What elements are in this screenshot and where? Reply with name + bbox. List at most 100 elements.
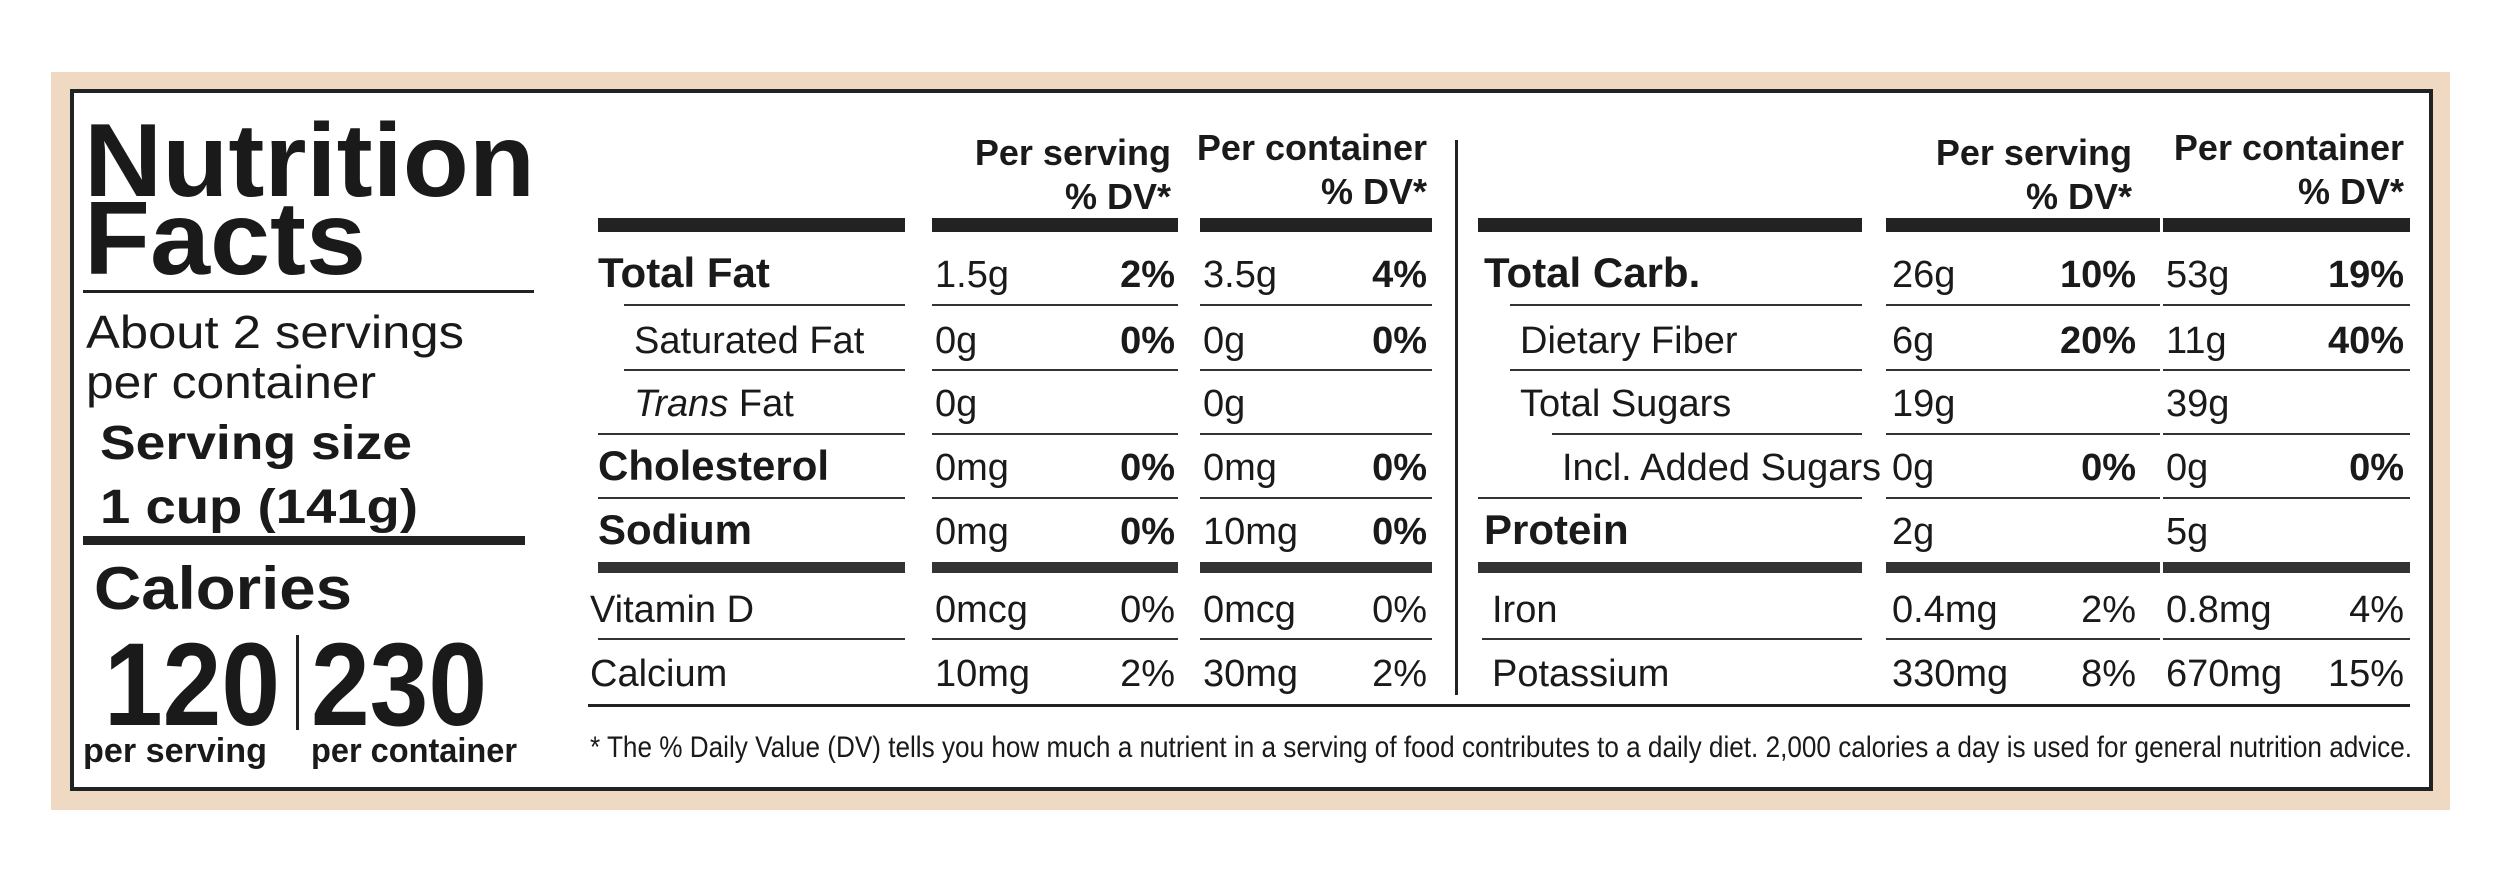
calories-unit: per serving xyxy=(83,732,267,770)
nutrient-tables: Per serving% DV*Per container% DV*Total … xyxy=(590,127,2410,695)
thick-divider xyxy=(2163,562,2410,573)
amount: 0g xyxy=(935,320,977,362)
servings-text: About 2 servings xyxy=(86,306,464,358)
nutrient-name: Cholesterol xyxy=(598,442,829,489)
daily-value: 19% xyxy=(2328,254,2404,296)
amount: 0mg xyxy=(935,511,1009,553)
row-divider xyxy=(1200,304,1432,306)
daily-value: 20% xyxy=(2060,320,2136,362)
amount: 0g xyxy=(2166,447,2208,489)
nutrient-name: Saturated Fat xyxy=(634,320,865,362)
column-header: % DV* xyxy=(2298,171,2404,212)
column-header: Per serving xyxy=(1936,132,2132,173)
nutrient-name: Vitamin D xyxy=(590,589,754,631)
nutrient-name-text: Total Sugars xyxy=(1520,383,1731,425)
amount: 330mg xyxy=(1892,653,2008,695)
row-divider xyxy=(1886,433,2160,435)
nutrient-name-text: Incl. Added Sugars xyxy=(1562,447,1881,489)
nutrient-name: Total Carb. xyxy=(1484,249,1700,296)
daily-value: 8% xyxy=(2081,653,2136,695)
column-header: % DV* xyxy=(1321,171,1427,212)
calories-unit: per container xyxy=(311,732,517,770)
header-bar xyxy=(1478,218,1862,232)
nutrient-name: Potassium xyxy=(1492,653,1669,695)
row-divider xyxy=(1886,497,2160,499)
nutrient-name-text: Dietary Fiber xyxy=(1520,320,1738,362)
column-header: % DV* xyxy=(2026,176,2132,217)
column-divider xyxy=(1455,140,1458,695)
title: Facts xyxy=(84,181,366,297)
row-divider xyxy=(2163,304,2410,306)
nutrient-name-text: Iron xyxy=(1492,589,1557,631)
calories-label: Calories xyxy=(94,555,352,622)
thick-divider xyxy=(1886,562,2160,573)
amount: 11g xyxy=(2166,320,2227,362)
row-divider xyxy=(932,433,1178,435)
row-divider xyxy=(1200,433,1432,435)
header-bar xyxy=(598,218,905,232)
title: Nutrition xyxy=(84,103,535,219)
daily-value: 0% xyxy=(1120,511,1175,553)
nutrient-name: Protein xyxy=(1484,506,1629,553)
amount: 0g xyxy=(935,383,977,425)
nutrient-name-text: Cholesterol xyxy=(598,442,829,489)
row-divider xyxy=(932,369,1178,371)
amount: 0.4mg xyxy=(1892,589,1998,631)
row-divider xyxy=(1886,304,2160,306)
daily-value: 0% xyxy=(1372,447,1427,489)
daily-value: 10% xyxy=(2060,254,2136,296)
daily-value: 0% xyxy=(1372,589,1427,631)
nutrient-name-italic: Trans xyxy=(634,383,728,425)
daily-value: 0% xyxy=(2349,447,2404,489)
divider xyxy=(296,635,299,730)
label-panel xyxy=(70,89,2433,791)
amount: 0mcg xyxy=(1203,589,1296,631)
amount: 670mg xyxy=(2166,653,2282,695)
amount: 0g xyxy=(1203,320,1245,362)
amount: 1.5g xyxy=(935,254,1009,296)
row-divider xyxy=(598,433,905,435)
amount: 3.5g xyxy=(1203,254,1277,296)
row-divider xyxy=(1886,369,2160,371)
daily-value: 2% xyxy=(1120,254,1175,296)
nutrient-name: Total Sugars xyxy=(1520,383,1731,425)
servings-text: per container xyxy=(86,356,376,408)
calories-value: 230 xyxy=(311,619,487,751)
daily-value: 2% xyxy=(1372,653,1427,695)
row-divider xyxy=(2163,433,2410,435)
amount: 19g xyxy=(1892,383,1955,425)
nutrient-name-text: Total Carb. xyxy=(1484,249,1700,296)
daily-value: 40% xyxy=(2328,320,2404,362)
row-divider xyxy=(624,369,905,371)
divider xyxy=(588,704,2410,707)
row-divider xyxy=(1886,638,2160,640)
thick-divider xyxy=(1200,562,1432,573)
row-divider xyxy=(1200,369,1432,371)
header-bar xyxy=(1886,218,2160,232)
daily-value: 0% xyxy=(1120,447,1175,489)
header-bar xyxy=(932,218,1178,232)
nutrient-name-text: Protein xyxy=(1484,506,1629,553)
amount: 0.8mg xyxy=(2166,589,2272,631)
column-header: % DV* xyxy=(1065,176,1171,217)
row-divider xyxy=(932,497,1178,499)
thick-divider xyxy=(598,562,905,573)
amount: 0mg xyxy=(935,447,1009,489)
nutrient-name-text: Saturated Fat xyxy=(634,320,865,362)
amount: 6g xyxy=(1892,320,1934,362)
nutrient-name: Iron xyxy=(1492,589,1557,631)
column-header: Per container xyxy=(1197,127,1427,168)
row-divider xyxy=(2163,369,2410,371)
serving-size-label: Serving size xyxy=(100,417,412,470)
row-divider xyxy=(598,497,905,499)
amount: 30mg xyxy=(1203,653,1298,695)
amount: 39g xyxy=(2166,383,2229,425)
amount: 10mg xyxy=(935,653,1030,695)
daily-value: 2% xyxy=(2081,589,2136,631)
amount: 53g xyxy=(2166,254,2229,296)
nutrient-name: Incl. Added Sugars xyxy=(1562,447,1881,489)
nutrient-name: Total Fat xyxy=(598,249,770,296)
divider xyxy=(83,290,534,293)
nutrient-name: Dietary Fiber xyxy=(1520,320,1738,362)
column-header: Per serving xyxy=(975,132,1171,173)
